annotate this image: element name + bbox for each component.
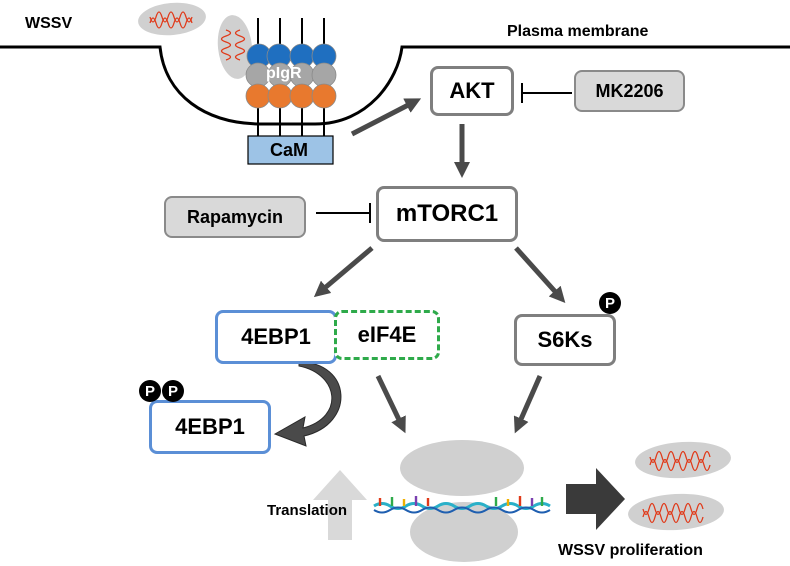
arrow-s6ks-to-ribosome (513, 374, 543, 434)
rapamycin-node: Rapamycin (164, 196, 306, 238)
wssv-proliferation-label: WSSV proliferation (558, 542, 703, 559)
mk2206-node: MK2206 (574, 70, 685, 112)
akt-node: AKT (430, 66, 514, 116)
bound-virion-icon (217, 15, 253, 79)
pigr-label: pIgR (266, 65, 302, 82)
pigr-receptor-complex (245, 18, 337, 138)
arrow-cam-to-akt (350, 98, 422, 137)
translation-label: Translation (267, 502, 348, 519)
plasma-membrane-line (0, 45, 790, 126)
phospho-badge-s6ks: P (599, 292, 621, 314)
cam-label: CaM (270, 140, 309, 160)
eif4e-node: eIF4E (334, 310, 440, 360)
ribosome-icon (400, 440, 524, 562)
4ebp1-phospho-node: 4EBP1 (149, 400, 271, 454)
wssv-virion-icon (138, 2, 206, 36)
wssv-label: WSSV (25, 15, 73, 32)
4ebp1-node: 4EBP1 (215, 310, 337, 364)
progeny-virion-icon (628, 493, 724, 531)
translation-up-arrow (313, 470, 367, 540)
arrow-mtorc1-to-s6ks (514, 246, 566, 303)
arrow-mtorc1-to-4ebp1 (313, 246, 374, 298)
inhibition-rapamycin (316, 203, 371, 223)
s6ks-node: S6Ks (514, 314, 616, 366)
arrow-eif4e-to-ribosome (375, 374, 406, 434)
proliferation-arrow (566, 468, 625, 530)
phospho-badge-2: P (162, 380, 184, 402)
cam-box (247, 135, 334, 165)
mtorc1-node: mTORC1 (376, 186, 518, 242)
progeny-virion-icon (635, 441, 731, 479)
phospho-badge-1: P (139, 380, 161, 402)
inhibition-mk2206 (521, 83, 572, 103)
plasma-membrane-label: Plasma membrane (507, 23, 649, 40)
arrow-phosphorylation (273, 361, 342, 447)
mrna-icon (373, 496, 551, 514)
